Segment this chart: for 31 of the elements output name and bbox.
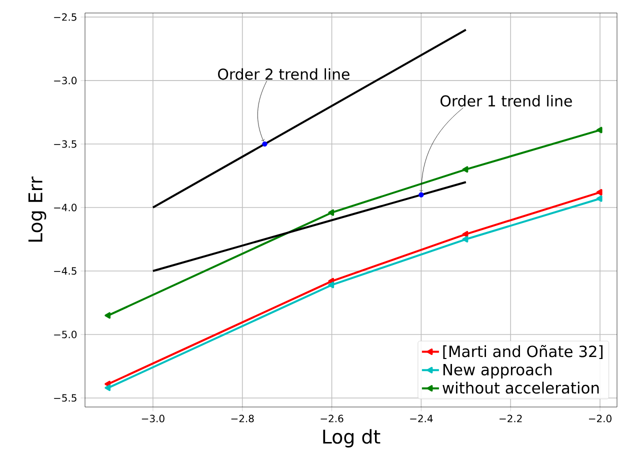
point [462,166,468,173]
point [596,195,602,202]
point [328,282,334,288]
x-tick-label: −2.2 [500,414,522,422]
legend-label: New approach [443,363,552,378]
y-tick-label: −3.5 [54,140,76,148]
point [462,236,468,243]
x-tick-label: −2.8 [231,414,254,422]
y-tick-label: −5.0 [54,330,77,338]
y-tick-label: −3.0 [54,76,77,84]
x-tick-label: −2.4 [410,414,433,422]
point [104,384,111,392]
point [262,141,268,147]
point [596,189,602,196]
y-axis-title: Log Err [28,176,46,242]
y-tick-label: −2.5 [54,13,76,21]
point [104,312,111,319]
point [462,230,468,238]
x-axis-title: Log dt [323,429,380,448]
annotation: Order 2 trend line [218,68,350,80]
x-tick-label: −2.6 [320,414,344,422]
annotation: Order 1 trend line [440,95,572,107]
x-tick-label: −2.0 [588,414,612,422]
point [328,209,334,216]
legend-label: without acceleration [442,382,599,394]
y-tick-label: −4.0 [54,204,77,212]
y-tick-label: −5.5 [54,394,76,402]
x-tick-label: −3.0 [142,414,164,422]
legend-label: [Marti and Oñate 32] [443,345,603,360]
point [596,126,602,134]
y-tick-label: −4.5 [54,267,76,275]
